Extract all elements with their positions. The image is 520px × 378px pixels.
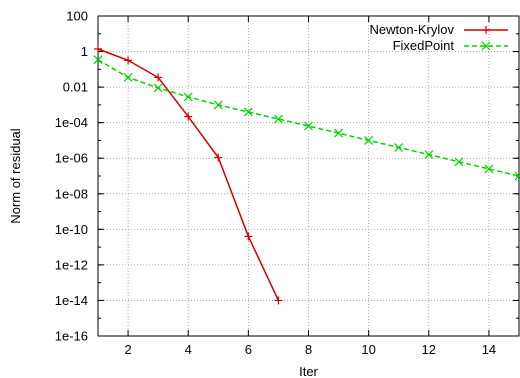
y-tick-label: 1e-14 — [55, 293, 88, 308]
legend-label: FixedPoint — [393, 38, 455, 53]
data-point — [364, 136, 374, 145]
x-axis-label: Iter — [299, 364, 318, 378]
x-tick-label: 4 — [185, 342, 192, 357]
x-tick-label: 6 — [245, 342, 252, 357]
data-point — [514, 174, 520, 181]
data-point — [93, 55, 103, 65]
legend-label: Newton-Krylov — [369, 22, 454, 37]
data-point — [274, 114, 283, 124]
axis-ticks: 2 4 6 8 10 12 14 100 1 0.01 1e-04 1e-06 1e-08 1e-10 1e… — [55, 9, 519, 357]
y-tick-label: 100 — [66, 9, 88, 24]
data-point — [454, 157, 464, 167]
data-point — [123, 73, 133, 82]
data-point — [243, 107, 253, 117]
y-tick-label: 1e-16 — [55, 329, 88, 344]
data-point — [394, 143, 404, 152]
y-tick-label: 1e-06 — [55, 151, 88, 166]
y-tick-label: 1e-10 — [55, 222, 88, 237]
data-point — [424, 150, 434, 160]
y-tick-label: 1e-12 — [55, 257, 88, 272]
series-lines — [93, 44, 520, 305]
y-tick-label: 1e-04 — [55, 115, 88, 130]
y-tick-label: 0.01 — [63, 80, 88, 95]
y-axis-label: Norm of residual — [8, 128, 23, 223]
data-point — [484, 164, 494, 174]
x-tick-label: 2 — [124, 342, 131, 357]
data-point — [304, 121, 313, 131]
data-point — [213, 100, 223, 110]
grid — [98, 15, 519, 337]
x-tick-label: 8 — [305, 342, 312, 357]
data-point — [183, 92, 193, 102]
data-point — [334, 128, 343, 138]
y-tick-label: 1e-08 — [55, 186, 88, 201]
x-tick-label: 12 — [422, 342, 436, 357]
y-tick-label: 1 — [81, 44, 88, 59]
x-tick-label: 14 — [482, 342, 496, 357]
x-tick-label: 10 — [361, 342, 375, 357]
data-point — [481, 41, 491, 51]
series-newton-krylov — [94, 44, 283, 305]
data-point — [153, 83, 163, 93]
series-fixedpoint — [93, 55, 520, 181]
